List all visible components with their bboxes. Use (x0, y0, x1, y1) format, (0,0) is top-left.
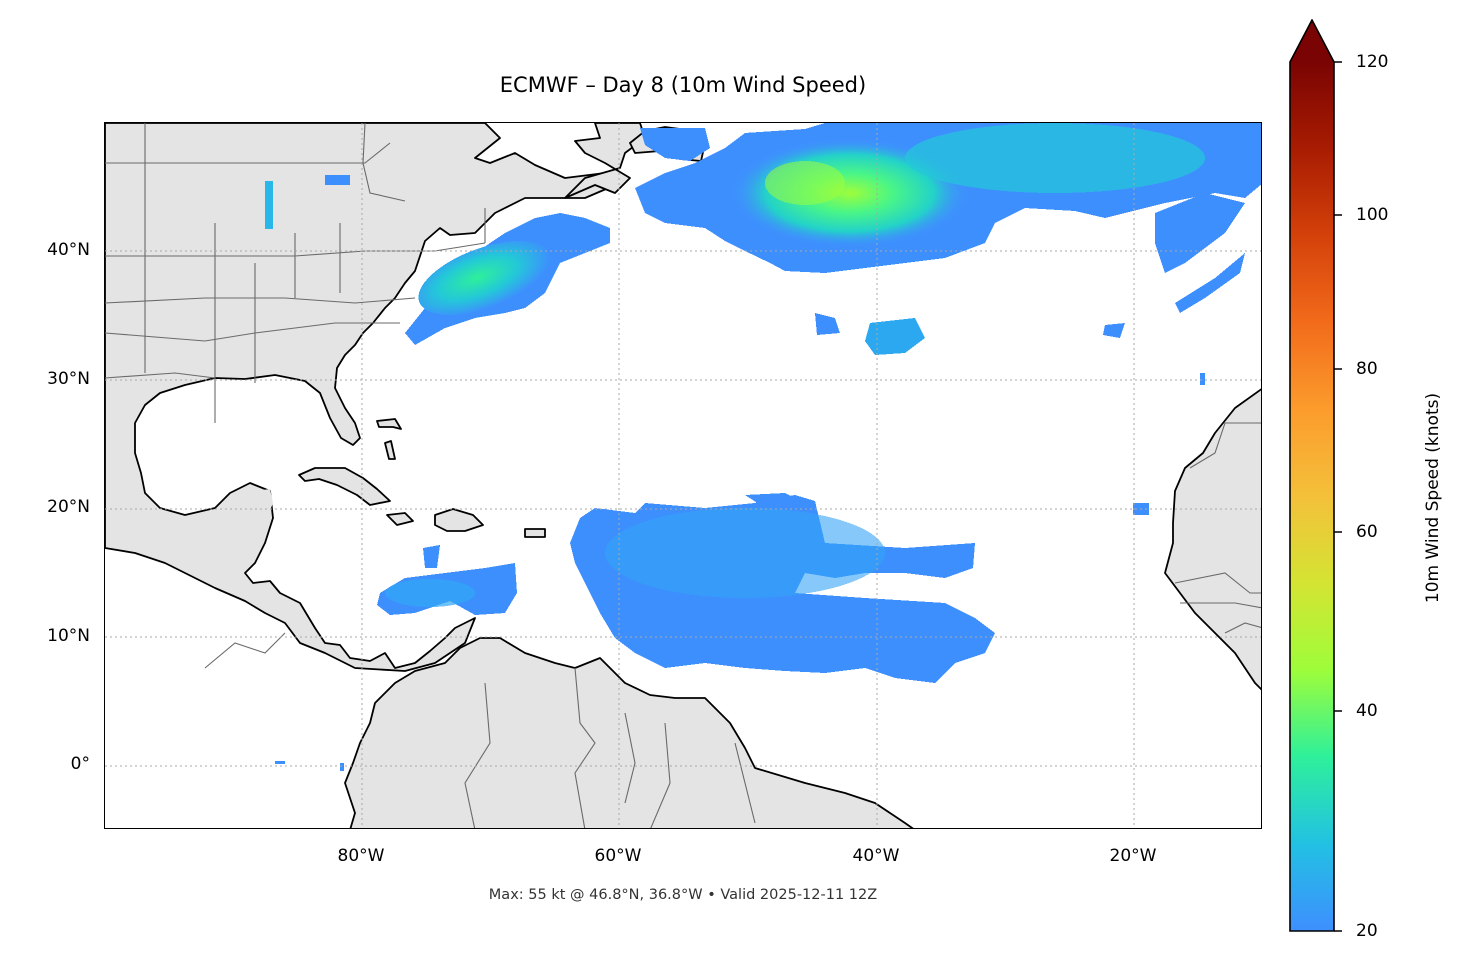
x-tick-20w: 20°W (1109, 846, 1157, 866)
colorbar-tick-40: 40 (1356, 701, 1378, 721)
land (105, 123, 1261, 828)
x-tick-60w: 60°W (594, 846, 642, 866)
x-tick-80w: 80°W (337, 846, 385, 866)
colorbar-tick-60: 60 (1356, 522, 1378, 542)
colorbar-label: 10m Wind Speed (knots) (1423, 392, 1443, 604)
colorbar-tick-100: 100 (1356, 205, 1389, 225)
chart-title: ECMWF – Day 8 (10m Wind Speed) (499, 73, 867, 97)
colorbar-ticks (1334, 61, 1342, 932)
lake-michigan-wind (265, 181, 273, 229)
y-tick-20n: 20°N (47, 497, 90, 517)
wind-field (275, 123, 1261, 771)
map-canvas (105, 123, 1261, 828)
borders (105, 123, 1261, 828)
y-tick-10n: 10°N (47, 626, 90, 646)
max-wind-footnote: Max: 55 kt @ 46.8°N, 36.8°W • Valid 2025… (488, 887, 878, 903)
map-area (104, 122, 1262, 829)
y-tick-0: 0° (70, 754, 90, 774)
colorbar-tick-80: 80 (1356, 359, 1378, 379)
gridlines (105, 123, 1261, 828)
y-tick-40n: 40°N (47, 240, 90, 260)
colorbar-tick-20: 20 (1356, 921, 1378, 941)
colorbar-tick-120: 120 (1356, 52, 1389, 72)
x-tick-40w: 40°W (852, 846, 900, 866)
colorbar (1289, 19, 1335, 932)
y-tick-30n: 30°N (47, 369, 90, 389)
